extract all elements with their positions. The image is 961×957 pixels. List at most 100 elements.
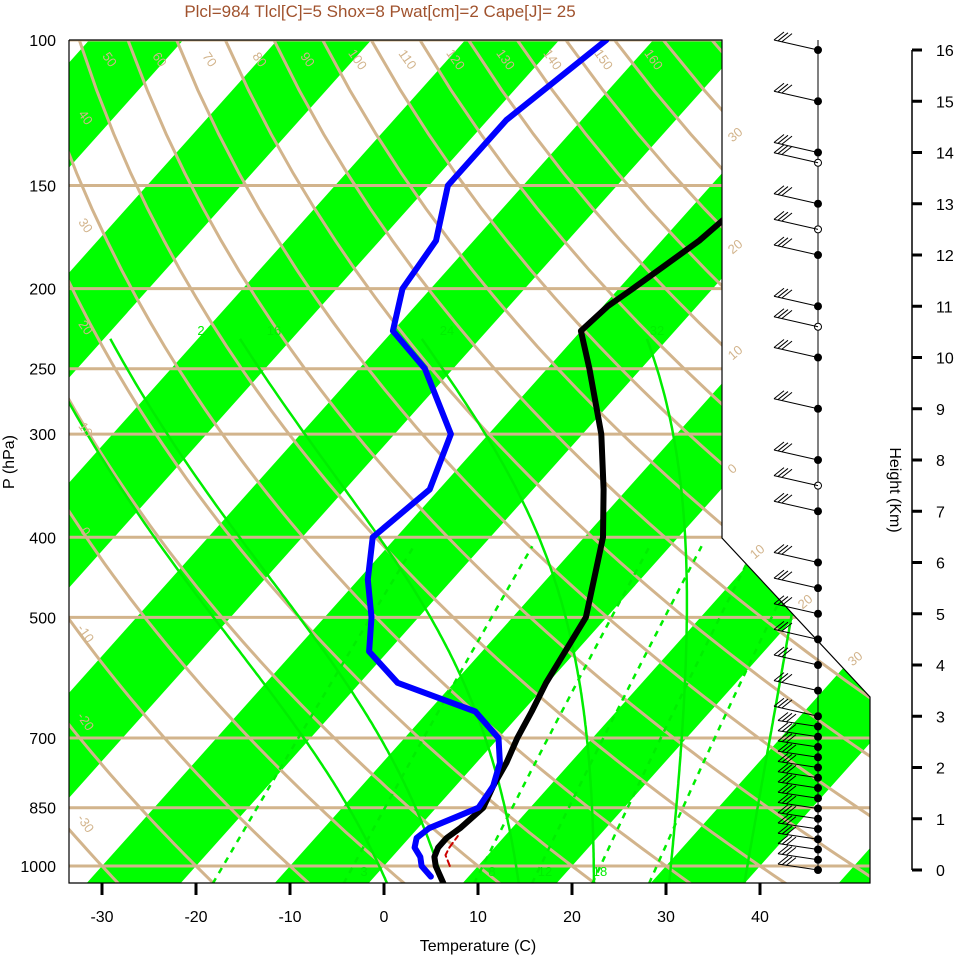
wind-barb-feather <box>777 722 789 732</box>
wind-barb-feather <box>777 493 789 503</box>
wind-barb-feather <box>785 846 797 856</box>
wind-barb-shaft <box>773 142 819 153</box>
wind-barb-shaft <box>773 449 819 461</box>
x-axis-title: Temperature (C) <box>420 938 536 955</box>
x-tick-label: -20 <box>184 909 207 926</box>
temperature-profile <box>431 40 845 883</box>
wind-barb-feather <box>781 835 793 845</box>
wind-barb-feather <box>777 845 789 855</box>
wind-barb-feather <box>773 620 785 630</box>
wind-barb-shaft <box>777 822 819 830</box>
dry-adiabat <box>69 40 219 883</box>
wind-barb-feather <box>785 764 797 774</box>
wind-barb-shaft <box>773 193 819 205</box>
wind-barb-shaft <box>773 705 819 717</box>
isotherm-band <box>69 40 594 883</box>
wind-barb-feather <box>777 835 789 844</box>
wind-barb-feather <box>785 723 797 733</box>
wind-barb-shaft <box>777 750 819 758</box>
pressure-tick-label: 200 <box>29 282 56 299</box>
wind-barb-feather <box>773 210 785 220</box>
height-tick-label: 1 <box>936 812 945 829</box>
wind-barb-shaft <box>773 398 819 410</box>
wind-barb-feather <box>773 467 785 477</box>
wind-barb-shaft <box>773 628 819 640</box>
wind-barb-shaft <box>777 812 819 820</box>
wind-barb-feather <box>781 784 793 794</box>
wind-barb-feather <box>781 309 793 319</box>
mixing-ratio-label: 8 <box>488 864 495 879</box>
moist-adiabat-label: 24 <box>440 323 454 338</box>
wind-barb-feather <box>773 339 785 348</box>
pressure-tick-label: 300 <box>29 427 56 444</box>
wind-barb-feather <box>781 774 793 784</box>
wind-barb-feather <box>781 743 793 753</box>
wind-barb-shaft <box>777 863 819 871</box>
wind-barb-feather <box>773 308 785 318</box>
wind-barb-feather <box>777 783 789 793</box>
wind-barb-feather <box>773 390 785 400</box>
height-tick-label: 8 <box>936 453 945 470</box>
wind-barb-shaft <box>777 791 819 799</box>
wind-barb-shaft <box>777 761 819 768</box>
mixing-ratio-line <box>530 545 703 883</box>
wind-barb-shaft <box>773 244 819 256</box>
wind-barb-feather <box>777 442 789 452</box>
x-tick-label: 40 <box>751 909 769 926</box>
height-tick-label: 13 <box>936 197 954 214</box>
dry-adiabat <box>69 40 314 883</box>
wind-barb-shaft <box>777 781 819 789</box>
x-tick-label: -30 <box>90 909 113 926</box>
isotherm-band <box>69 40 406 883</box>
wind-barb-feather <box>781 238 793 247</box>
wind-barb-shaft <box>773 316 819 328</box>
pressure-tick-label: 850 <box>29 801 56 818</box>
wind-barb-shaft <box>773 152 819 164</box>
height-tick-label: 7 <box>936 504 945 521</box>
wind-barb-feather <box>777 621 789 631</box>
dry-adiabat-label: 80 <box>249 49 270 69</box>
wind-barb-feather <box>781 84 793 94</box>
isotherm-right-label: 0 <box>725 460 740 476</box>
dry-adiabat <box>69 40 697 883</box>
dry-adiabat <box>369 40 870 883</box>
wind-barb-feather <box>781 145 793 155</box>
wind-barb-shaft <box>777 853 819 861</box>
dry-adiabat <box>126 40 870 883</box>
height-tick-label: 15 <box>936 94 954 111</box>
wind-barb-feather <box>781 186 793 196</box>
height-tick-label: 10 <box>936 351 954 368</box>
wind-barb-feather <box>777 673 789 682</box>
wind-barb-feather <box>777 83 789 93</box>
dry-adiabat <box>175 40 870 883</box>
wind-barb-feather <box>777 742 789 752</box>
moist-adiabat-label: 32 <box>650 323 664 338</box>
wind-barb-feather <box>785 816 797 825</box>
chart-title: Plcl=984 Tlcl[C]=5 Shox=8 Pwat[cm]=2 Cap… <box>184 2 575 21</box>
pressure-axis: 100 150 200 250 300 400 500 700 850 1000 <box>20 33 56 876</box>
moist-adiabat-label: 2 <box>197 323 204 338</box>
dry-adiabat <box>856 40 870 883</box>
wind-barb-shaft <box>773 680 819 692</box>
wind-barb-feather <box>777 763 789 773</box>
moist-adiabat <box>645 338 689 883</box>
dry-adiabat-label: 110 <box>396 47 420 73</box>
wind-barb-feather <box>781 571 793 581</box>
wind-barb-feather <box>781 753 793 763</box>
wind-barb-feather <box>781 468 793 478</box>
wind-barb-shaft <box>777 802 819 809</box>
wind-barb-feather <box>785 775 797 784</box>
wind-barb-shaft <box>773 475 819 487</box>
isotherm-side-label: 40 <box>75 107 96 127</box>
wind-barb-feather <box>773 82 785 92</box>
wind-barb-feather <box>781 596 793 606</box>
wind-barb-feather <box>781 494 793 504</box>
sounding-series <box>364 40 845 883</box>
wind-barb-feather <box>777 732 789 742</box>
isotherm-right-label: 20 <box>725 236 746 257</box>
moist-adiabat-label: 16 <box>267 323 281 338</box>
wind-barb-feather <box>773 646 785 656</box>
mixing-ratio-line <box>472 545 651 883</box>
plot-frame <box>68 39 871 884</box>
height-tick-label: 16 <box>936 43 954 60</box>
